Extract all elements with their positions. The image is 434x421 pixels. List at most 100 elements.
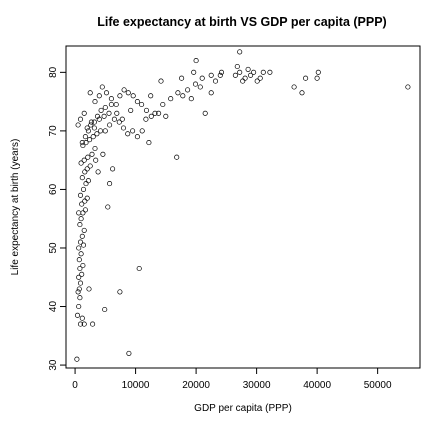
- data-point: [128, 107, 134, 113]
- data-point: [130, 128, 136, 134]
- data-point: [102, 306, 108, 313]
- data-point: [208, 90, 214, 96]
- data-point: [130, 93, 136, 99]
- data-point: [240, 78, 246, 84]
- data-point: [85, 178, 91, 184]
- data-point: [125, 90, 131, 96]
- data-point: [74, 312, 81, 318]
- data-point: [83, 181, 89, 187]
- data-point: [110, 166, 116, 172]
- data-point: [96, 93, 102, 99]
- data-point: [152, 110, 158, 116]
- data-point: [80, 210, 86, 216]
- data-point: [86, 286, 92, 292]
- data-point: [81, 157, 87, 163]
- data-point: [80, 242, 87, 248]
- data-point: [148, 113, 154, 119]
- data-point: [143, 107, 150, 113]
- data-point: [75, 122, 81, 128]
- data-point: [105, 204, 111, 210]
- data-point: [84, 195, 90, 201]
- data-point: [116, 119, 122, 125]
- data-point: [314, 75, 320, 81]
- data-point: [91, 119, 97, 125]
- data-point: [121, 87, 127, 93]
- data-point: [76, 210, 82, 216]
- data-point: [134, 99, 140, 105]
- data-point: [85, 154, 91, 160]
- data-point: [179, 75, 185, 81]
- data-point: [87, 163, 93, 169]
- data-point: [76, 245, 82, 251]
- data-point: [87, 90, 93, 96]
- y-tick-label: 30: [48, 359, 59, 371]
- data-point: [299, 90, 305, 96]
- data-point: [242, 75, 248, 81]
- data-point: [84, 166, 90, 172]
- data-point: [148, 93, 154, 99]
- data-point: [94, 131, 100, 137]
- data-point: [102, 128, 108, 134]
- data-points: [74, 49, 411, 362]
- y-tick-label: 40: [48, 301, 59, 313]
- data-point: [180, 93, 186, 99]
- data-point: [254, 78, 260, 84]
- data-point: [108, 96, 114, 102]
- y-tick-label: 80: [48, 66, 59, 78]
- data-point: [89, 151, 95, 157]
- plot-frame: [65, 45, 421, 369]
- data-point: [193, 58, 199, 64]
- data-point: [79, 140, 85, 146]
- data-point: [117, 289, 123, 295]
- data-point: [237, 49, 243, 55]
- data-point: [98, 107, 104, 113]
- data-point: [248, 72, 254, 78]
- data-point: [111, 116, 117, 122]
- data-point: [88, 122, 94, 128]
- x-tick-label: 40000: [303, 380, 331, 391]
- data-point: [95, 169, 101, 175]
- data-point: [185, 87, 191, 93]
- data-point: [120, 125, 127, 131]
- data-point: [108, 101, 114, 108]
- data-point: [77, 192, 84, 198]
- data-point: [79, 175, 85, 181]
- x-tick-label: 10000: [122, 380, 150, 391]
- data-point: [97, 128, 104, 134]
- data-point: [77, 222, 83, 228]
- data-point: [232, 72, 238, 78]
- data-point: [76, 257, 82, 263]
- data-point: [76, 286, 82, 292]
- data-point: [77, 116, 84, 122]
- data-point: [84, 125, 90, 131]
- data-point: [237, 69, 243, 75]
- data-point: [267, 69, 273, 75]
- data-point: [80, 142, 86, 149]
- data-point: [251, 69, 257, 75]
- data-point: [107, 122, 113, 128]
- data-point: [78, 216, 84, 222]
- data-point: [114, 110, 120, 116]
- data-point: [78, 251, 84, 257]
- data-point: [83, 140, 89, 146]
- data-point: [79, 271, 85, 277]
- data-point: [80, 186, 87, 192]
- data-point: [139, 101, 145, 108]
- data-point: [234, 63, 240, 70]
- data-point: [79, 233, 85, 239]
- data-point: [88, 119, 94, 125]
- data-point: [156, 110, 162, 116]
- data-point: [75, 289, 81, 295]
- data-point: [77, 295, 83, 301]
- data-point: [139, 128, 145, 134]
- data-point: [82, 169, 88, 175]
- data-point: [126, 350, 132, 356]
- data-point: [143, 116, 149, 122]
- chart-title: Life expectancy at birth VS GDP per capi…: [97, 15, 386, 29]
- data-point: [315, 69, 321, 75]
- data-point: [79, 315, 85, 321]
- data-point: [76, 274, 82, 280]
- data-point: [81, 227, 87, 233]
- data-point: [212, 78, 219, 84]
